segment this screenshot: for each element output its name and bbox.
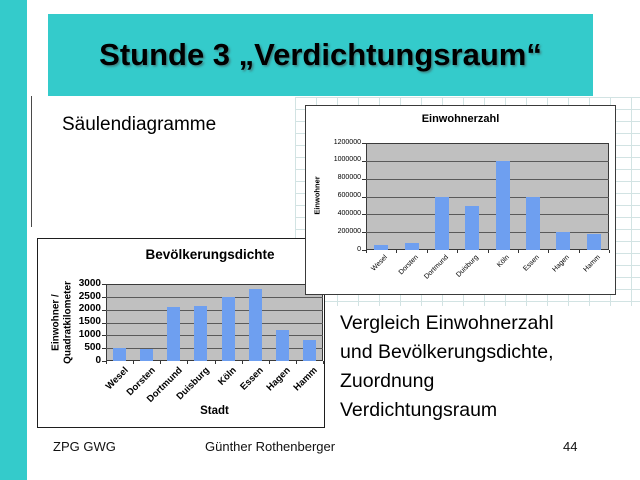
y-tickmark [102, 348, 106, 350]
bar-Köln [495, 161, 510, 250]
x-tickmark [214, 361, 216, 364]
y-tickmark [102, 322, 106, 324]
gridline [366, 160, 609, 162]
footer-author-text: Günther Rothenberger [205, 439, 336, 454]
x-tickmark [426, 250, 428, 253]
bar-Essen [526, 197, 541, 250]
bar-Köln [221, 297, 235, 361]
y-tick-label: 1000 [78, 329, 101, 341]
y-tickmark [102, 361, 106, 362]
x-tickmark [106, 361, 107, 364]
x-tickmark [323, 361, 324, 364]
y-tick-label: 800000 [337, 174, 361, 182]
left-accent-strip [0, 0, 27, 480]
y-tick-label: 1000000 [333, 156, 361, 164]
y-tickmark [362, 143, 366, 144]
gridline [106, 322, 323, 324]
chart-einwohnerzahl: Einwohnerzahl Einwohner 0 200000 400000 600… [305, 105, 616, 295]
y-tick-label: 2500 [78, 290, 101, 302]
y-tick-label: 400000 [337, 209, 361, 217]
bar-Hagen [556, 232, 571, 250]
x-tickmark [517, 250, 519, 253]
gridline [366, 232, 609, 234]
x-tickmark [578, 250, 580, 253]
slide-title: Stunde 3 „Verdichtungsraum“ [99, 37, 542, 72]
bar-Dortmund [434, 197, 449, 250]
y-tick-label: 600000 [337, 192, 361, 200]
y-tick-label: 0 [95, 354, 101, 366]
gridline [366, 214, 609, 216]
vertical-divider-line [31, 96, 32, 227]
y-tick-label: 2000 [78, 303, 101, 315]
gridline [366, 178, 609, 180]
bar-Hamm [586, 234, 601, 250]
footer-left-text: ZPG GWG [53, 439, 116, 454]
chart-bevoelkerungsdichte: Bevölkerungsdichte Einwohner / Quadratki… [37, 238, 325, 428]
x-tickmark [396, 250, 398, 253]
x-tickmark [241, 361, 243, 364]
y-tick-label: 200000 [337, 227, 361, 235]
y-tickmark [362, 160, 366, 162]
bar-Wesel [113, 348, 127, 361]
bar-Essen [248, 289, 262, 361]
gridline [106, 309, 323, 311]
bar-Dortmund [167, 307, 181, 361]
comparison-text: Vergleich Einwohnerzahl und Bevölkerungs… [340, 312, 554, 421]
x-tickmark [268, 361, 270, 364]
y-tick-label: 500 [84, 341, 101, 353]
y-tickmark [102, 309, 106, 311]
bar-Dorsten [140, 349, 154, 361]
gridline [106, 348, 323, 350]
x-tickmark [609, 250, 610, 253]
gridline [366, 196, 609, 198]
bar-Duisburg [194, 306, 208, 361]
x-tickmark [487, 250, 489, 253]
x-tickmark [187, 361, 189, 364]
y-tick-label: 1200000 [333, 138, 361, 146]
gridline [106, 335, 323, 337]
y-tick-label: 0 [357, 245, 361, 253]
y-tickmark [362, 214, 366, 216]
bar-Dorsten [404, 243, 419, 250]
y-tickmark [102, 335, 106, 337]
x-tickmark [133, 361, 135, 364]
x-tickmark [160, 361, 162, 364]
bar-Wesel [374, 245, 389, 250]
x-tickmark [548, 250, 550, 253]
slide-footer: ZPG GWG Günther Rothenberger 44 [0, 439, 640, 459]
y-tickmark [362, 178, 366, 180]
bar-Hamm [302, 340, 316, 361]
y-tickmark [362, 250, 366, 251]
bar-Hagen [275, 330, 289, 361]
slide-title-bar: Stunde 3 „Verdichtungsraum“ [48, 14, 593, 96]
subtitle-text: Säulendiagramme [62, 114, 217, 135]
chart-title: Einwohnerzahl [421, 113, 500, 125]
x-tickmark [457, 250, 459, 253]
x-tickmark [366, 250, 367, 253]
y-tickmark [102, 296, 106, 298]
y-tickmark [362, 196, 366, 198]
x-axis-label: Stadt [200, 405, 229, 417]
chart-title: Bevölkerungsdichte [145, 247, 275, 262]
y-tickmark [102, 284, 106, 285]
footer-page-number: 44 [563, 439, 578, 454]
gridline [106, 296, 323, 298]
bar-Duisburg [465, 206, 480, 250]
y-tickmark [362, 232, 366, 234]
x-tickmark [295, 361, 297, 364]
y-tick-label: 3000 [78, 277, 101, 289]
y-tick-label: 1500 [78, 316, 101, 328]
